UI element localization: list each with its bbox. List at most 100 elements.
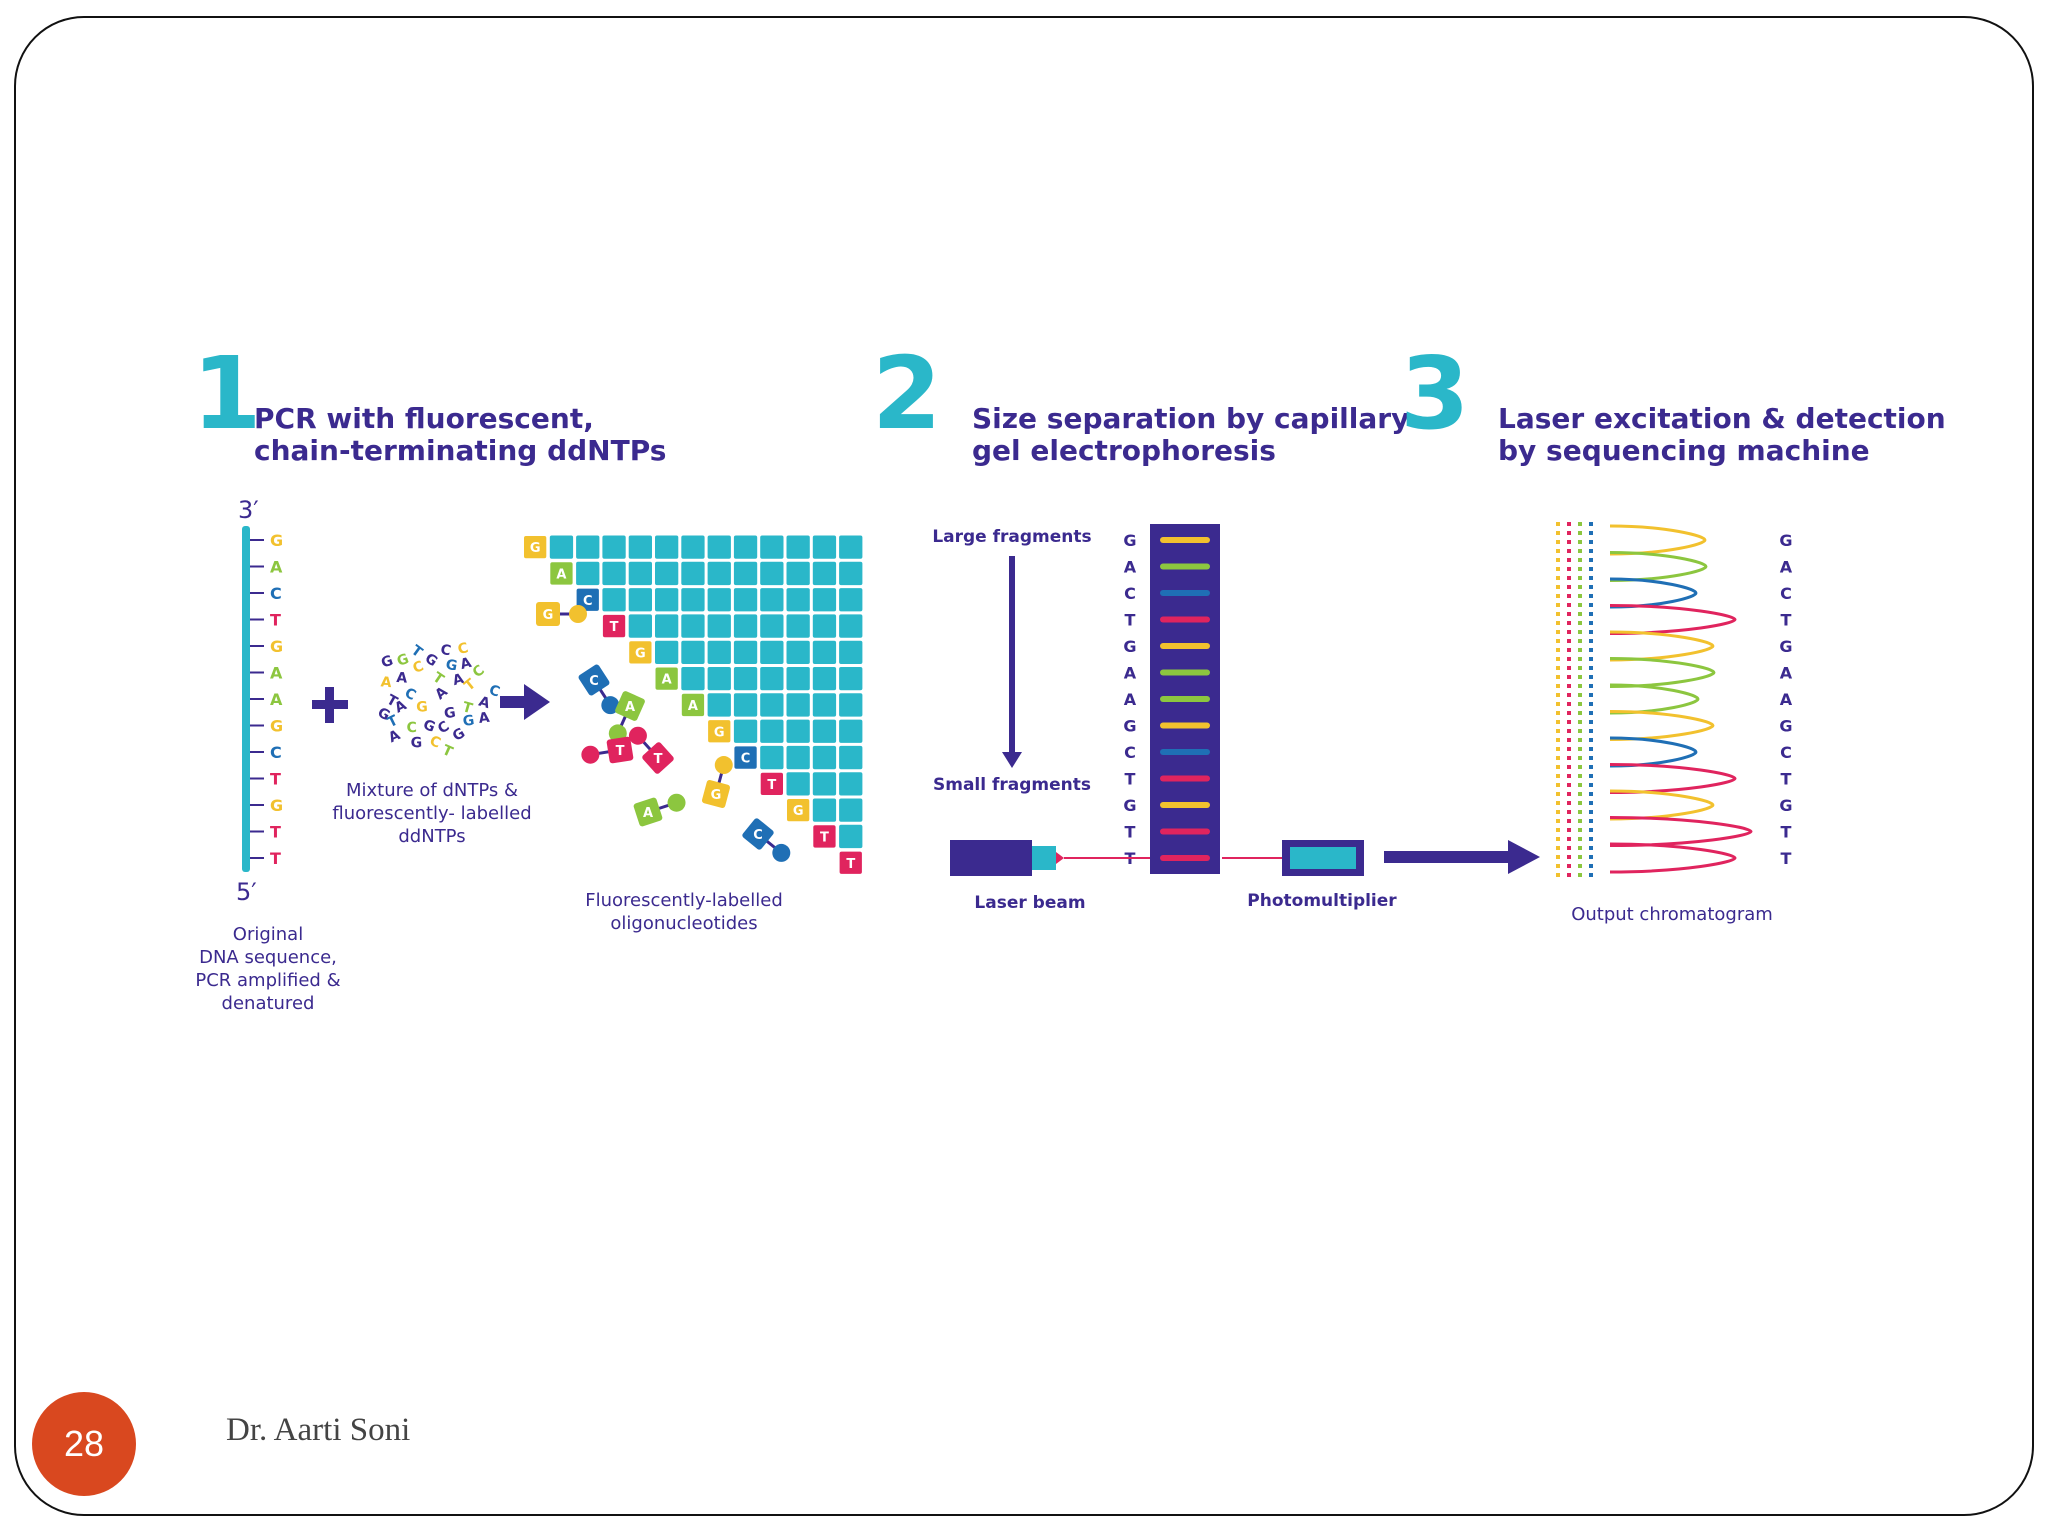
fragment-square [701,779,731,809]
dna-caption-line2: DNA sequence, [199,947,337,968]
oligo-cell [839,824,863,849]
dna-base-letter: C [270,584,282,603]
signal-dot [1589,567,1593,571]
signal-dot [1589,585,1593,589]
oligo-cell [786,640,810,664]
signal-dot [1589,693,1593,697]
signal-dot [1567,630,1571,634]
mixture-letter: A [477,694,492,713]
oligo-cell [812,719,837,743]
signal-dot [1567,765,1571,769]
signal-dot [1556,693,1560,697]
oligo-terminator-square [787,799,810,822]
oligo-terminator-letter: T [846,857,855,872]
signal-dot [1567,855,1571,859]
oligo-cell [733,667,758,691]
chromatogram-caption: Output chromatogram [1571,904,1773,925]
oligo-cell [681,588,705,612]
mixture-caption-line1: Mixture of dNTPs & [346,780,518,801]
mixture-letter: A [459,655,474,673]
signal-dot [1556,621,1560,625]
signal-dot [1589,702,1593,706]
signal-dot [1589,648,1593,652]
oligo-terminator-square [839,851,862,874]
mixture-letter: T [440,742,456,761]
signal-dot [1567,666,1571,670]
gel-band [1160,828,1210,835]
signal-dot [1556,828,1560,832]
gel-band [1160,696,1210,702]
signal-dot [1567,702,1571,706]
fragment-letter: A [643,806,653,821]
plus-icon [312,687,348,723]
signal-dot [1589,792,1593,796]
oligo-cell [681,614,705,638]
signal-dot [1578,630,1582,634]
signal-dot [1589,873,1593,877]
signal-dot [1556,702,1560,706]
signal-dot [1556,630,1560,634]
mixture-letter: C [439,642,452,660]
signal-dot [1578,711,1582,715]
gel-base-label: G [1123,796,1136,815]
signal-dot [1578,720,1582,724]
oligo-cell [602,588,626,612]
oligo-cell [786,772,810,796]
oligo-terminator-square [813,825,836,848]
signal-dot [1589,819,1593,823]
oligo-terminator-square [760,772,783,795]
signal-dot [1556,801,1560,805]
gel-base-label: G [1123,717,1136,736]
mixture-caption-line2: fluorescently- labelled [332,803,531,824]
fragment-letter: C [589,674,599,689]
step-1-number: 1 [192,335,262,452]
signal-dot [1567,783,1571,787]
oligo-cell [812,693,837,717]
signal-dot [1556,612,1560,616]
mixture-letter: G [422,650,441,670]
oligo-cell [812,745,837,770]
oligo-cell [760,745,784,770]
signal-dot [1578,783,1582,787]
signal-dot [1567,828,1571,832]
signal-dot [1589,540,1593,544]
oligo-cell [707,640,731,664]
slide-frame [14,16,2034,1516]
fragment-node [772,843,791,862]
fragment-square [536,602,560,626]
oligo-cell [602,561,626,586]
oligo-cell [812,588,837,612]
signal-dot [1578,747,1582,751]
signal-dot [1578,738,1582,742]
step-3-title-line1: Laser excitation & detection [1498,402,1946,435]
mixture-letter: A [396,670,408,687]
arrow-right-large-icon [1384,840,1540,874]
oligo-cell [786,588,810,612]
signal-dot [1578,801,1582,805]
gel-band [1160,669,1210,676]
signal-dot [1567,684,1571,688]
oligo-cell [707,561,731,586]
fragment-node [667,793,686,812]
fragment-square [606,736,634,764]
signal-dot [1567,711,1571,715]
signal-dot [1578,684,1582,688]
gel-bands [1160,537,1210,861]
oligo-cell [786,614,810,638]
oligo-cell [812,614,837,638]
oligo-terminator-square [524,536,547,559]
signal-dot [1578,603,1582,607]
chromatogram-peak [1609,710,1715,741]
chromatogram-base-label: G [1779,531,1792,550]
dna-base-letter: A [270,664,283,683]
chromatogram-peak [1609,657,1716,688]
signal-dot [1567,693,1571,697]
oligo-cell [733,693,758,717]
signal-dot [1578,558,1582,562]
oligo-terminator-square [708,720,731,743]
chromatogram-base-label: T [1781,611,1792,630]
oligo-cell [760,719,784,743]
mixture-letter: A [386,727,403,746]
chromatogram-base-label: G [1779,637,1792,656]
oligo-cell [760,535,784,559]
